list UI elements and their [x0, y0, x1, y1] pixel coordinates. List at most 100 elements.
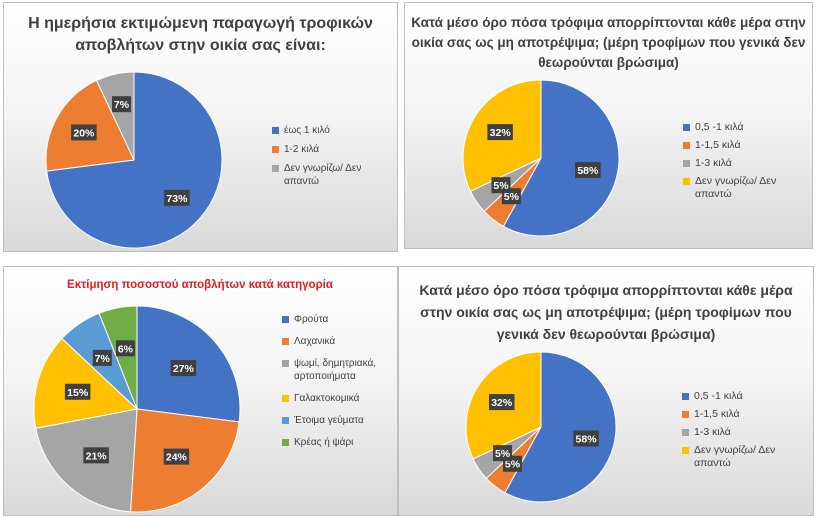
legend-swatch: [282, 417, 289, 424]
legend-item-έτοιμα-γεύματα: Έτοιμα γεύματα: [282, 414, 394, 427]
data-label-box: [164, 189, 190, 206]
legend-item-1-1-5-κιλά: 1-1,5 κιλά: [683, 139, 812, 152]
data-label-box: [92, 349, 112, 366]
legend-swatch: [683, 124, 690, 131]
legend-item-δεν-γνωρίζω-δεν-απαντώ: Δεν γνωρίζω/ Δεν απαντώ: [683, 175, 812, 201]
legend-label: Έτοιμα γεύματα: [294, 415, 364, 426]
legend-swatch: [272, 146, 279, 153]
legend-label: 1-1,5 κιλά: [695, 139, 741, 151]
legend-item-φρούτα: Φρούτα: [282, 313, 394, 326]
data-label: 6%: [118, 343, 134, 355]
data-label: 24%: [166, 452, 188, 464]
data-label: 21%: [86, 450, 108, 462]
legend-item-1-2-κιλά: 1-2 κιλά: [272, 143, 397, 156]
data-label-box: [573, 430, 599, 447]
pie-chart: 58% 5%5% 32%: [462, 79, 620, 237]
data-label-box: [493, 445, 513, 462]
data-label: 7%: [95, 353, 111, 365]
data-label: 5%: [495, 448, 511, 460]
data-label-box: [83, 447, 109, 464]
legend-label: 1-3 κιλά: [694, 426, 731, 438]
legend-item-δεν-γνωρίζω-δεν-απαντώ: Δεν γνωρίζω/ Δεν απαντώ: [272, 162, 397, 188]
data-label: 15%: [67, 387, 89, 399]
data-label-box: [163, 448, 190, 465]
data-label: 27%: [173, 363, 195, 375]
legend-label: Δεν γνωρίζω/ Δεν απαντώ: [284, 163, 362, 187]
legend-item-ψωμί-δημητριακά-αρτοποιήματα: ψωμί, δημητριακά, αρτοποιήματα: [282, 357, 394, 383]
legend-label: 1-2 κιλά: [284, 144, 320, 155]
legend-label: Γαλακτοκομικά: [294, 393, 360, 404]
legend-swatch: [272, 165, 279, 172]
chart-panel-unavoidable-waste-copy: Κατά μέσο όρο πόσα τρόφιμα απορρίπτονται…: [398, 266, 814, 516]
legend-swatch: [682, 393, 689, 400]
legend-label: Κρέας ή ψάρι: [294, 437, 354, 448]
pie-chart: 73% 20% 7%: [45, 71, 223, 249]
data-label: 73%: [166, 193, 188, 205]
data-label: 32%: [491, 397, 513, 409]
chart-panel-daily-waste: Η ημερήσια εκτιμώμενη παραγωγή τροφικών …: [3, 2, 398, 252]
chart-title: Κατά μέσο όρο πόσα τρόφιμα απορρίπτονται…: [419, 282, 793, 342]
data-label-box: [112, 96, 132, 113]
pie-slice-γαλακτοκομικά: [33, 337, 139, 429]
legend-item-1-3-κιλά: 1-3 κιλά: [683, 157, 812, 170]
legend-item-έως-1-κιλό: έως 1 κιλό: [272, 124, 397, 137]
legend-label: ψωμί, δημητριακά, αρτοποιήματα: [294, 358, 377, 382]
pie-slice-δεν-γνωρίζω-δεν-απαντώ: [95, 71, 135, 161]
chart-panel-waste-by-category: Εκτίμηση ποσοστού αποβλήτων κατά κατηγορ…: [3, 266, 398, 516]
data-label-box: [491, 177, 511, 194]
legend: 0,5 -1 κιλά 1-1,5 κιλά 1-3 κιλά Δεν γνωρίζω…: [682, 390, 813, 475]
legend-swatch: [682, 447, 689, 454]
pie-slice-κρέας-ή-ψάρι: [98, 305, 138, 410]
legend-swatch: [272, 127, 279, 134]
legend-swatch: [282, 395, 289, 402]
data-label-box: [115, 340, 135, 357]
chart-panel-unavoidable-waste: Κατά μέσο όρο πόσα τρόφιμα απορρίπτονται…: [404, 2, 813, 249]
legend-swatch: [682, 411, 689, 418]
pie-slice-0-5-1-κιλά: [502, 79, 620, 237]
legend-label: Λαχανικά: [294, 336, 336, 347]
legend-item-λαχανικά: Λαχανικά: [282, 335, 394, 348]
chart-title: Κατά μέσο όρο πόσα τρόφιμα απορρίπτονται…: [411, 15, 806, 70]
legend-label: Φρούτα: [294, 314, 329, 325]
pie-slice-0-5-1-κιλά: [504, 351, 617, 503]
legend-item-0-5-1-κιλά: 0,5 -1 κιλά: [683, 121, 812, 134]
data-label-box: [488, 394, 515, 411]
data-label: 5%: [493, 180, 509, 192]
legend-item-γαλακτοκομικά: Γαλακτοκομικά: [282, 392, 394, 405]
legend: 0,5 -1 κιλά 1-1,5 κιλά 1-3 κιλά Δεν γνωρίζω…: [683, 121, 812, 206]
data-label: 58%: [576, 434, 598, 446]
legend-swatch: [282, 439, 289, 446]
data-label-box: [64, 383, 91, 400]
data-label-box: [487, 124, 513, 141]
data-label-box: [71, 124, 97, 141]
legend-item-κρέας-ή-ψάρι: Κρέας ή ψάρι: [282, 436, 394, 449]
legend-swatch: [683, 160, 690, 167]
chart-title: Εκτίμηση ποσοστού αποβλήτων κατά κατηγορ…: [67, 279, 333, 291]
data-label-box: [575, 162, 601, 179]
legend-label: 0,5 -1 κιλά: [694, 390, 743, 402]
data-label: 7%: [114, 99, 130, 111]
legend-swatch: [682, 429, 689, 436]
legend-swatch: [282, 338, 289, 345]
legend-item-0-5-1-κιλά: 0,5 -1 κιλά: [682, 390, 813, 403]
data-label: 32%: [490, 127, 512, 139]
data-label: 5%: [504, 191, 520, 203]
chart-title: Η ημερήσια εκτιμώμενη παραγωγή τροφικών …: [28, 15, 373, 54]
legend-label: 1-1,5 κιλά: [694, 408, 740, 420]
data-label: 58%: [577, 165, 599, 177]
legend-label: Δεν γνωρίζω/ Δεν απαντώ: [695, 175, 777, 200]
legend-item-1-1-5-κιλά: 1-1,5 κιλά: [682, 408, 813, 421]
pie-chart: 58% 5%5% 32%: [465, 351, 617, 503]
legend-item-1-3-κιλά: 1-3 κιλά: [682, 426, 813, 439]
legend-item-δεν-γνωρίζω-δεν-απαντώ: Δεν γνωρίζω/ Δεν απαντώ: [682, 444, 813, 470]
legend-label: έως 1 κιλό: [284, 125, 330, 136]
legend: έως 1 κιλό 1-2 κιλά Δεν γνωρίζω/ Δεν απαντ…: [272, 124, 397, 194]
legend-swatch: [683, 178, 690, 185]
pie-chart: 27% 24% 21% 15% 7% 6%: [33, 305, 241, 513]
legend-swatch: [282, 316, 289, 323]
data-label: 5%: [505, 459, 521, 471]
legend: Φρούτα Λαχανικά ψωμί, δημητριακά, αρτοποιή…: [282, 313, 394, 458]
data-label: 20%: [73, 127, 95, 139]
data-label-box: [170, 360, 197, 377]
legend-label: 1-3 κιλά: [695, 157, 732, 169]
